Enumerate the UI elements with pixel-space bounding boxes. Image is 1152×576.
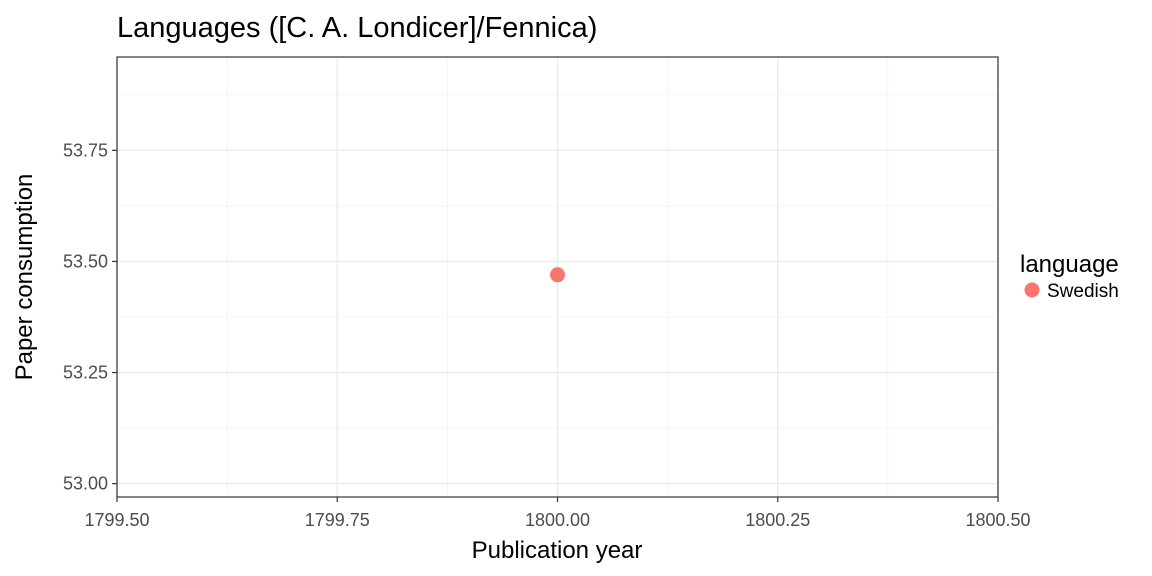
y-tick-label: 53.25 (63, 363, 108, 383)
legend-label-swedish: Swedish (1047, 281, 1119, 302)
x-tick-label: 1800.25 (745, 510, 810, 530)
y-axis-ticks: 53.00 53.25 53.50 53.75 (63, 140, 117, 494)
y-tick-label: 53.75 (63, 140, 108, 160)
x-tick-label: 1799.50 (84, 510, 149, 530)
x-tick-label: 1800.00 (525, 510, 590, 530)
y-tick-label: 53.00 (63, 474, 108, 494)
y-tick-label: 53.50 (63, 251, 108, 271)
data-points (550, 267, 565, 283)
x-tick-label: 1799.75 (305, 510, 370, 530)
legend-key-swedish (1024, 282, 1040, 298)
x-tick-label: 1800.50 (965, 510, 1030, 530)
x-axis-ticks: 1799.50 1799.75 1800.00 1800.25 1800.50 (84, 497, 1031, 530)
chart-title: Languages ([C. A. Londicer]/Fennica) (117, 12, 597, 44)
data-point (550, 267, 565, 283)
y-axis-title: Paper consumption (11, 174, 38, 381)
legend: language Swedish (1020, 251, 1119, 302)
legend-title: language (1020, 251, 1119, 278)
x-axis-title: Publication year (472, 537, 643, 564)
